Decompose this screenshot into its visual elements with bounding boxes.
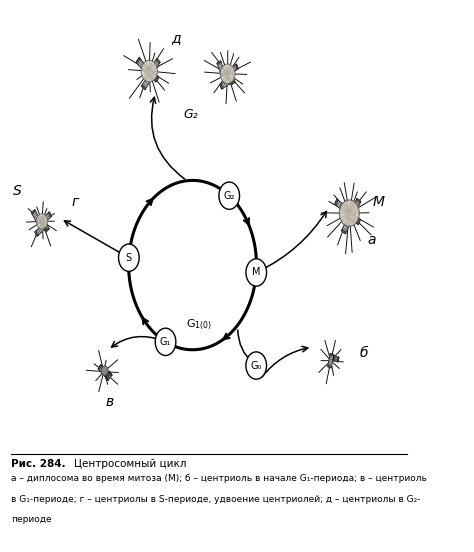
Text: G₁: G₁ (160, 337, 171, 347)
Polygon shape (43, 224, 46, 229)
Polygon shape (344, 206, 348, 213)
Polygon shape (149, 69, 154, 74)
Text: в: в (106, 395, 114, 408)
Polygon shape (341, 229, 346, 234)
Circle shape (141, 60, 157, 82)
Text: G₀: G₀ (251, 360, 262, 370)
Polygon shape (341, 216, 352, 234)
Polygon shape (136, 58, 140, 63)
Polygon shape (228, 78, 231, 84)
Polygon shape (351, 211, 355, 216)
Text: а: а (368, 233, 376, 247)
Polygon shape (221, 72, 225, 76)
Polygon shape (40, 212, 52, 225)
Text: периоде: периоде (11, 516, 52, 524)
Polygon shape (109, 371, 112, 376)
Circle shape (101, 366, 108, 375)
Polygon shape (356, 198, 361, 203)
Polygon shape (330, 353, 334, 356)
Text: G₂: G₂ (224, 190, 235, 201)
Text: г: г (72, 195, 79, 209)
Text: Рис. 284.: Рис. 284. (11, 459, 66, 469)
Polygon shape (106, 373, 110, 379)
Polygon shape (217, 61, 225, 76)
Polygon shape (31, 210, 41, 224)
Polygon shape (333, 355, 339, 362)
Text: а – диплосома во время митоза (М); б – центриоль в начале G₁-периода; в – центри: а – диплосома во время митоза (М); б – ц… (11, 474, 427, 483)
Polygon shape (149, 59, 160, 74)
Polygon shape (347, 211, 351, 217)
Polygon shape (37, 220, 41, 224)
Text: G₂: G₂ (183, 108, 198, 121)
Polygon shape (98, 364, 102, 370)
Circle shape (219, 182, 239, 209)
Polygon shape (231, 81, 235, 84)
Polygon shape (40, 217, 49, 232)
Polygon shape (357, 219, 361, 225)
Polygon shape (328, 365, 331, 368)
Polygon shape (40, 217, 44, 222)
Polygon shape (144, 67, 148, 72)
Polygon shape (141, 74, 153, 90)
Polygon shape (48, 212, 52, 217)
Polygon shape (105, 371, 112, 380)
Polygon shape (156, 59, 160, 63)
Polygon shape (31, 210, 36, 214)
Polygon shape (347, 211, 361, 225)
Polygon shape (220, 83, 223, 89)
Polygon shape (35, 224, 46, 236)
Polygon shape (147, 67, 151, 73)
Polygon shape (45, 227, 49, 232)
Text: S: S (13, 184, 22, 198)
Polygon shape (148, 74, 153, 79)
Polygon shape (105, 376, 109, 380)
Text: M: M (252, 268, 261, 278)
Polygon shape (155, 76, 159, 82)
Polygon shape (147, 67, 159, 82)
Polygon shape (220, 78, 231, 89)
Text: S: S (126, 253, 132, 263)
Polygon shape (227, 69, 230, 75)
Polygon shape (227, 64, 238, 75)
Circle shape (118, 244, 139, 272)
Polygon shape (35, 231, 38, 236)
Circle shape (246, 352, 266, 379)
Text: Центросомный цикл: Центросомный цикл (74, 459, 186, 469)
Polygon shape (227, 70, 235, 84)
Text: M: M (372, 195, 384, 209)
Polygon shape (40, 219, 44, 225)
Polygon shape (236, 64, 238, 70)
Polygon shape (333, 355, 335, 360)
Polygon shape (347, 216, 352, 221)
Text: д: д (171, 31, 181, 45)
Circle shape (36, 214, 48, 229)
Polygon shape (98, 364, 110, 379)
Circle shape (246, 259, 266, 286)
Polygon shape (335, 199, 348, 213)
Polygon shape (227, 70, 231, 73)
Text: в G₁-периоде; г – центриолы в S-периоде, удвоение центриолей; д – центриолы в G₂: в G₁-периоде; г – центриолы в S-периоде,… (11, 495, 420, 503)
Polygon shape (136, 58, 148, 72)
Polygon shape (335, 199, 338, 205)
Polygon shape (141, 84, 146, 90)
Circle shape (220, 64, 235, 84)
Circle shape (155, 328, 176, 355)
Text: G$_{1(0)}$: G$_{1(0)}$ (186, 318, 212, 332)
Polygon shape (217, 61, 221, 65)
Polygon shape (328, 353, 334, 368)
Polygon shape (337, 357, 339, 362)
Polygon shape (351, 198, 361, 216)
Circle shape (339, 200, 359, 226)
Text: б: б (359, 346, 368, 359)
